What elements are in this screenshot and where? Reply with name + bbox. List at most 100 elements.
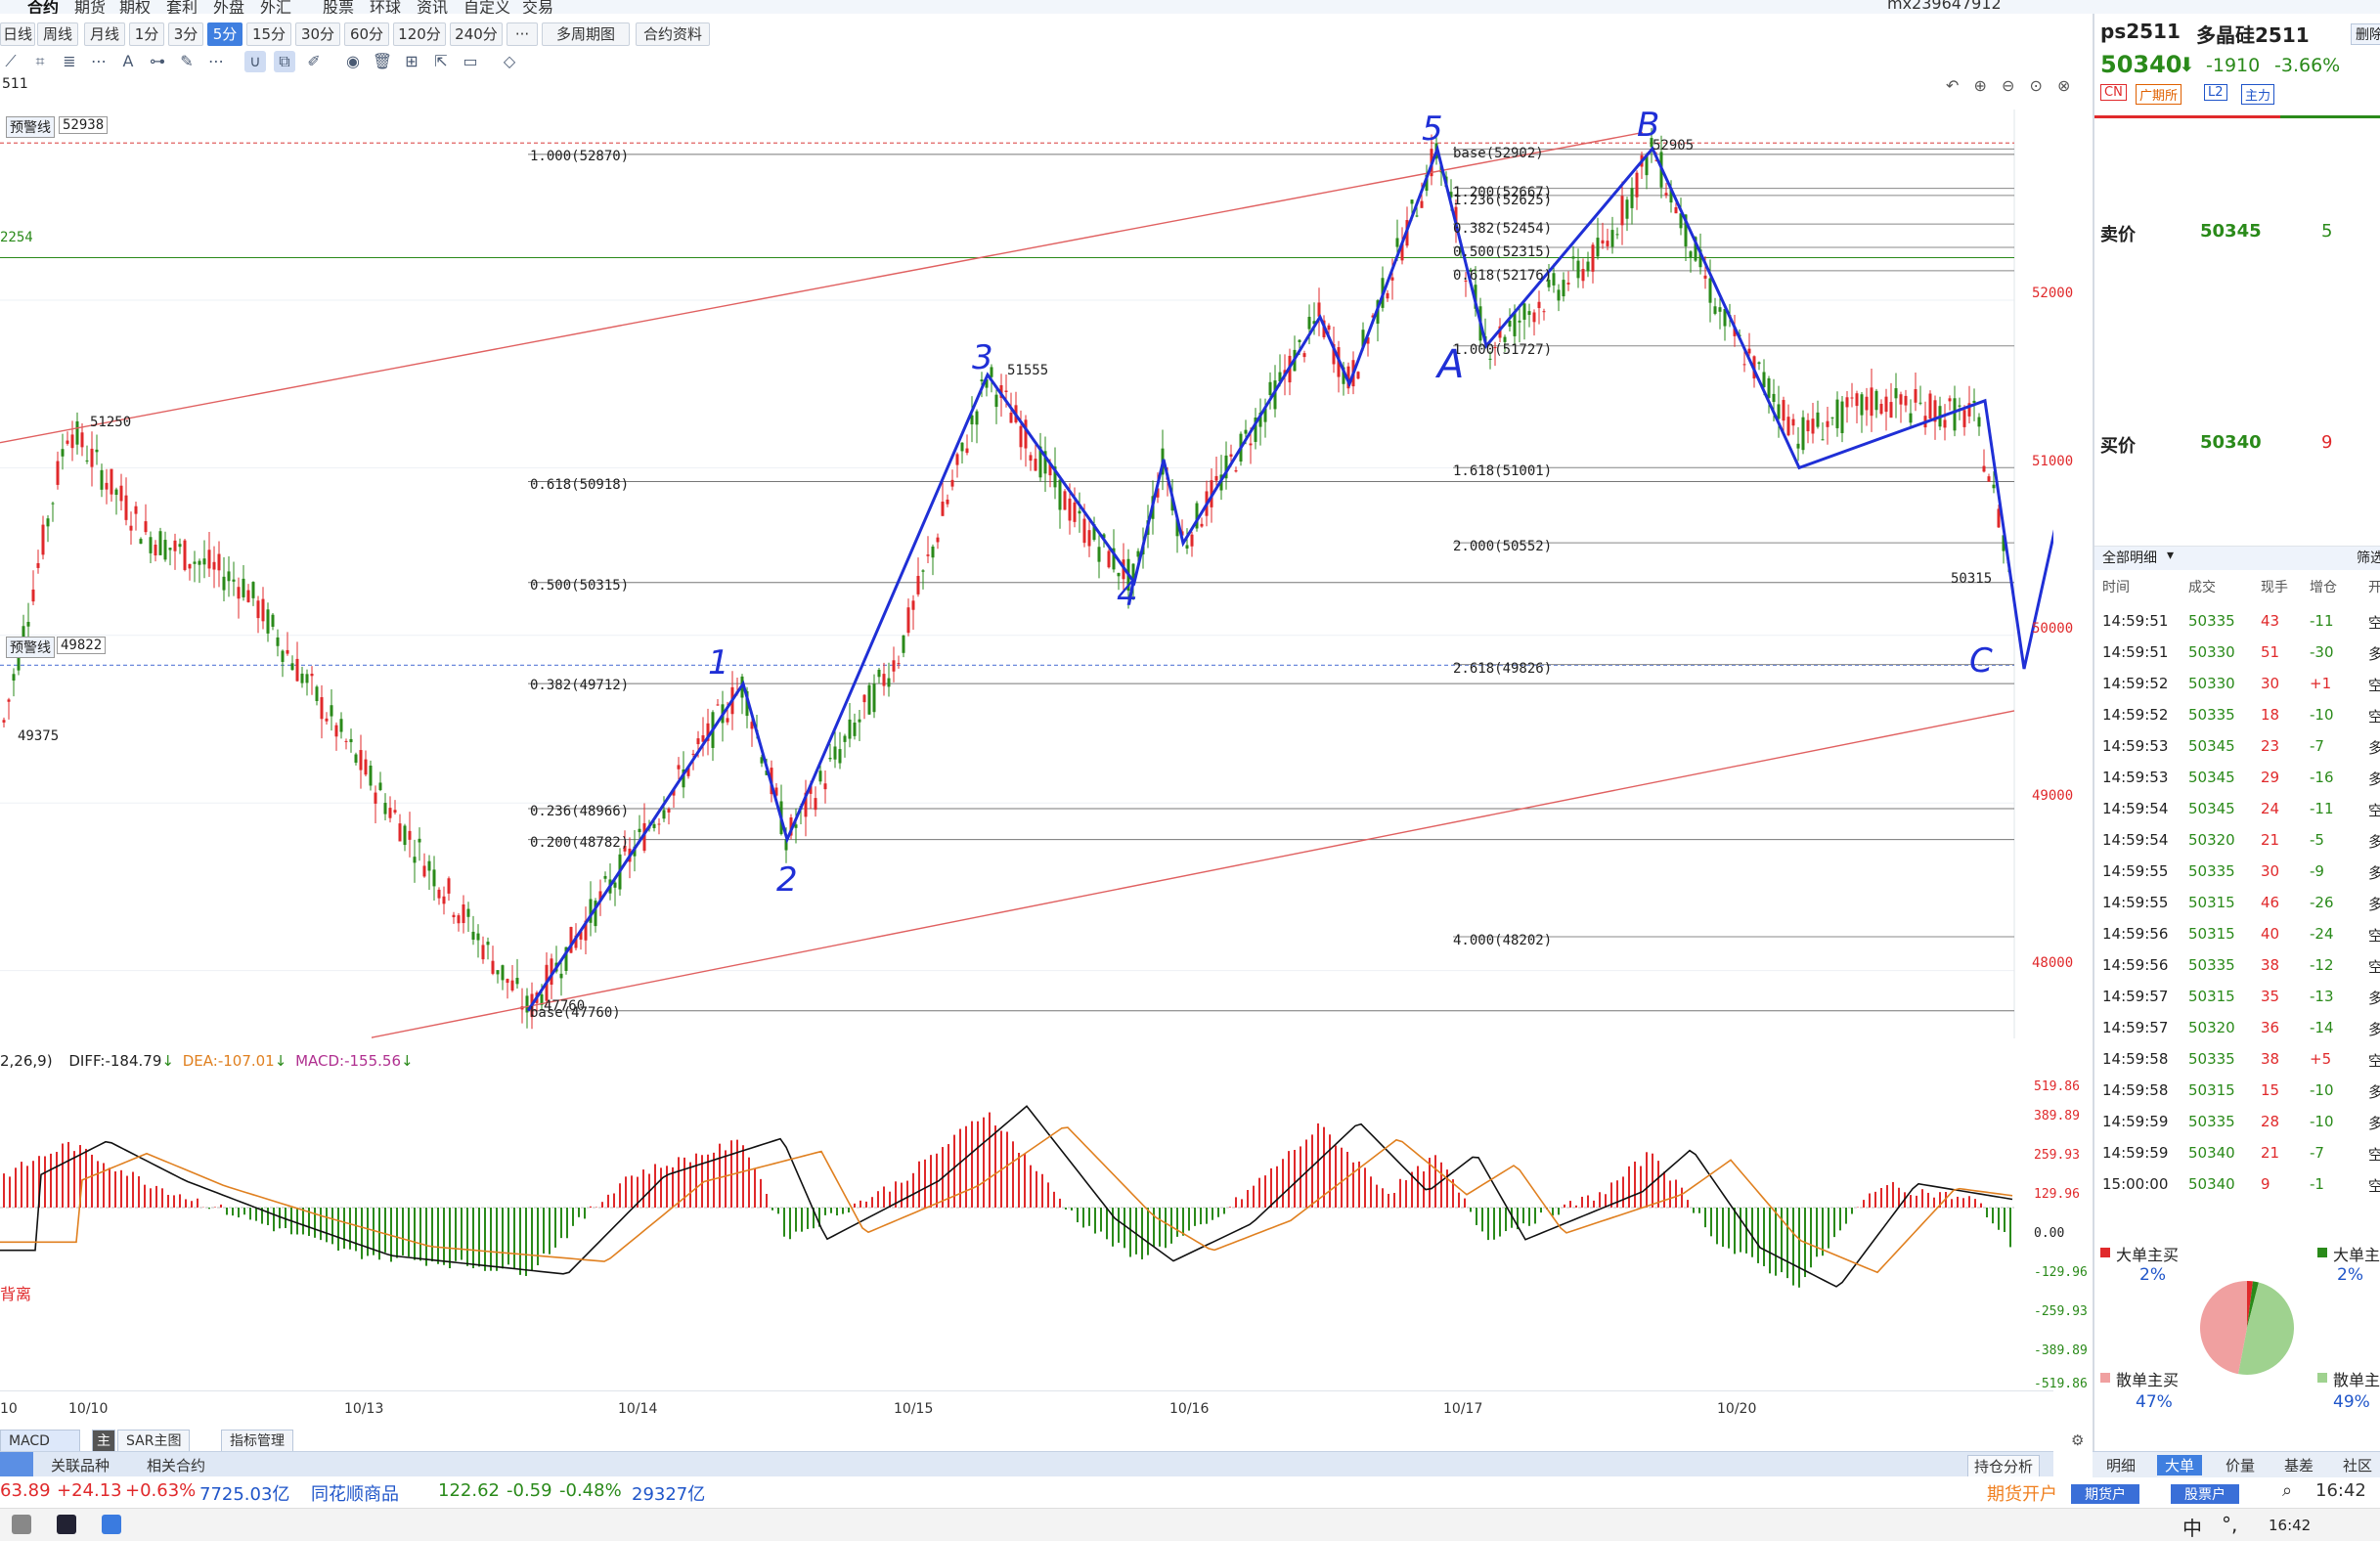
elliott-wave-path <box>526 144 2053 1012</box>
crop-tool-icon[interactable]: ⌗ <box>35 52 45 70</box>
tab-basis[interactable]: 基差 <box>2284 1457 2314 1475</box>
contract-info-button[interactable]: 合约资料 <box>636 22 710 46</box>
punct-icon[interactable]: °, <box>2222 1513 2238 1536</box>
eye-icon[interactable]: ◉ <box>346 52 360 70</box>
macd-chart[interactable] <box>0 1056 2053 1388</box>
line-tool-icon[interactable]: ⟋ <box>5 52 17 70</box>
period-240m[interactable]: 240分 <box>450 22 503 46</box>
candle-body <box>1034 459 1037 471</box>
comment-icon[interactable]: ▭ <box>463 52 478 70</box>
menu-global[interactable]: 环球 <box>370 0 402 14</box>
connect-tool-icon[interactable]: ⊶ <box>150 52 165 70</box>
detail-dropdown[interactable]: 全部明细 <box>2102 550 2157 566</box>
related-contracts-tab[interactable]: 相关合约 <box>147 1457 206 1475</box>
menu-custom[interactable]: 自定义 <box>463 0 511 14</box>
candle-body <box>1469 269 1473 272</box>
close-icon[interactable]: ⊗ <box>2057 76 2071 95</box>
period-1m[interactable]: 1分 <box>129 22 164 46</box>
search-icon[interactable]: ⌕ <box>2282 1480 2293 1501</box>
menu-fx[interactable]: 外汇 <box>260 0 292 14</box>
chevron-down-icon[interactable]: ▾ <box>2167 548 2175 563</box>
trade-row: 14:59:55 50315 46 -26 多 <box>2102 888 2380 919</box>
futures-account-button[interactable]: 期货户 <box>2071 1484 2139 1504</box>
trade-oi: -26 <box>2310 894 2334 911</box>
period-120m[interactable]: 120分 <box>393 22 446 46</box>
open-futures-link[interactable]: 期货开户 <box>1987 1484 2057 1505</box>
tab-main[interactable]: 主 <box>92 1430 115 1453</box>
pen-tool-icon[interactable]: ✎ <box>180 52 194 70</box>
period-more[interactable]: ··· <box>507 22 538 46</box>
candle-body <box>168 548 172 550</box>
menu-news[interactable]: 资讯 <box>417 0 449 14</box>
ticker-commodity-name[interactable]: 同花顺商品 <box>311 1484 399 1505</box>
candle-body <box>1850 397 1854 399</box>
period-3m[interactable]: 3分 <box>168 22 203 46</box>
period-week[interactable]: 周线 <box>37 22 78 46</box>
tab-sar[interactable]: SAR主图 <box>117 1430 191 1453</box>
menu-trade[interactable]: 交易 <box>522 0 554 14</box>
candle-body <box>1029 455 1033 462</box>
brush-icon[interactable]: ✐ <box>307 52 321 70</box>
candle-body <box>105 482 109 490</box>
undo-icon[interactable]: ↶ <box>1946 76 1960 95</box>
zoom-in-icon[interactable]: ⊕ <box>1973 76 1987 95</box>
candle-body <box>1816 412 1820 427</box>
magnet-icon[interactable]: ∪ <box>244 51 266 72</box>
tab-big-order[interactable]: 大单 <box>2157 1455 2203 1475</box>
filter-button[interactable]: 筛选 <box>2357 550 2380 566</box>
tab-price-volume[interactable]: 价量 <box>2226 1457 2256 1475</box>
position-analysis-button[interactable]: 持仓分析 <box>1967 1455 2041 1477</box>
measure-tool-icon[interactable]: ⋯ <box>91 52 107 70</box>
period-60m[interactable]: 60分 <box>344 22 389 46</box>
eraser-icon[interactable]: ◇ <box>503 52 516 70</box>
candle-body <box>1698 249 1702 268</box>
text-tool-icon[interactable]: A <box>122 52 134 70</box>
export-icon[interactable]: ⇱ <box>434 52 448 70</box>
multi-period-button[interactable]: 多周期图 <box>542 22 630 46</box>
candle-body <box>378 782 382 790</box>
layout-icon[interactable]: ⊞ <box>405 52 419 70</box>
ime-chinese-icon[interactable]: 中 <box>2182 1517 2202 1540</box>
zoom-out-icon[interactable]: ⊖ <box>2002 76 2015 95</box>
tab-detail[interactable]: 明细 <box>2106 1457 2137 1475</box>
app-icon-1[interactable] <box>12 1515 31 1534</box>
menu-options[interactable]: 期权 <box>119 0 152 14</box>
settings-gear-icon[interactable]: ⚙ <box>2071 1431 2085 1449</box>
macd-y-9: -519.86 <box>2034 1377 2088 1391</box>
menu-arbitrage[interactable]: 套利 <box>166 0 198 14</box>
account-name[interactable]: mx239647912 <box>1887 0 2002 13</box>
period-5m[interactable]: 5分 <box>207 22 242 46</box>
col-type: 开 <box>2368 580 2380 595</box>
menu-contract[interactable]: 合约 <box>27 0 59 14</box>
lower-active-tab[interactable] <box>0 1452 33 1477</box>
menu-stocks[interactable]: 股票 <box>323 0 355 14</box>
candle-body <box>1048 463 1052 476</box>
stock-account-button[interactable]: 股票户 <box>2171 1484 2239 1504</box>
candle-body <box>466 908 470 917</box>
copy-icon[interactable]: ⧉ <box>274 51 295 72</box>
candle-body <box>1762 372 1766 387</box>
candle-body <box>1777 404 1781 419</box>
period-day[interactable]: 日线 <box>0 22 35 46</box>
candle-body <box>246 590 250 602</box>
menu-foreign[interactable]: 外盘 <box>213 0 245 14</box>
tab-macd[interactable]: MACD <box>0 1430 80 1453</box>
period-30m[interactable]: 30分 <box>295 22 340 46</box>
delete-button[interactable]: 删除 <box>2351 23 2380 45</box>
settings-icon[interactable]: ⊙ <box>2029 76 2043 95</box>
candle-body <box>1136 550 1140 557</box>
tab-community[interactable]: 社区 <box>2343 1457 2373 1475</box>
more-tools-icon[interactable]: ⋯ <box>208 52 224 70</box>
price-chart[interactable] <box>0 110 2053 1038</box>
menu-futures[interactable]: 期货 <box>74 0 107 14</box>
trade-type: 空 <box>2368 927 2380 945</box>
trade-time: 14:59:57 <box>2102 1019 2169 1036</box>
fib-tool-icon[interactable]: ≣ <box>63 52 76 70</box>
app-icon-3[interactable] <box>102 1515 121 1534</box>
period-15m[interactable]: 15分 <box>246 22 291 46</box>
period-month[interactable]: 月线 <box>84 22 125 46</box>
trash-icon[interactable]: 🗑 <box>372 52 393 70</box>
indicator-manage-button[interactable]: 指标管理 <box>221 1430 293 1453</box>
related-products-tab[interactable]: 关联品种 <box>51 1457 110 1475</box>
app-icon-2[interactable] <box>57 1515 76 1534</box>
